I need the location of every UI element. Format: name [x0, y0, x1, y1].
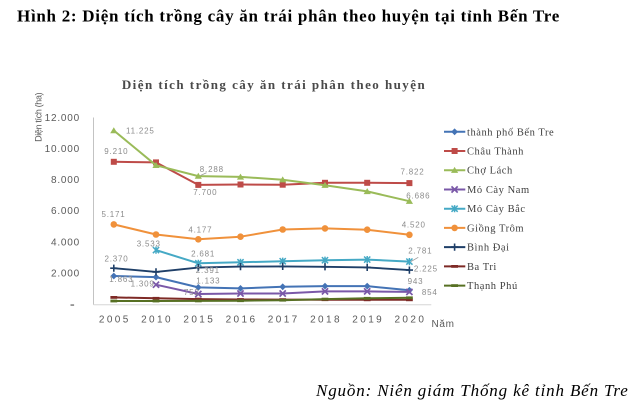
- svg-text:Mỏ Cày Nam: Mỏ Cày Nam: [467, 185, 530, 196]
- svg-text:2005: 2005: [99, 315, 131, 326]
- svg-text:Châu Thành: Châu Thành: [467, 147, 524, 158]
- svg-text:4.177: 4.177: [188, 226, 212, 235]
- svg-text:Nguồn: Niên giám Thống kê tỉnh: Nguồn: Niên giám Thống kê tỉnh Bến Tre: [315, 381, 629, 400]
- svg-text:thành phố Bến Tre: thành phố Bến Tre: [467, 127, 554, 138]
- svg-text:2.370: 2.370: [105, 255, 129, 264]
- svg-text:4.000: 4.000: [51, 237, 80, 248]
- svg-text:7.700: 7.700: [193, 188, 217, 197]
- svg-text:943: 943: [408, 277, 424, 286]
- svg-text:5.171: 5.171: [102, 210, 126, 219]
- svg-text:8.000: 8.000: [51, 175, 80, 186]
- svg-text:2.781: 2.781: [408, 247, 432, 256]
- svg-text:1.309: 1.309: [131, 280, 155, 289]
- svg-text:1.863: 1.863: [109, 275, 133, 284]
- svg-text:12.000: 12.000: [45, 113, 80, 124]
- svg-text:752: 752: [184, 288, 200, 297]
- svg-text:2018: 2018: [310, 315, 342, 326]
- svg-text:854: 854: [422, 288, 438, 297]
- svg-text:2.225: 2.225: [414, 265, 438, 274]
- svg-text:Chợ Lách: Chợ Lách: [467, 166, 513, 177]
- svg-text:2017: 2017: [268, 315, 300, 326]
- svg-text:7.822: 7.822: [401, 168, 425, 177]
- svg-text:Ba Tri: Ba Tri: [467, 262, 497, 273]
- svg-text:2016: 2016: [226, 315, 258, 326]
- svg-text:2.681: 2.681: [191, 250, 215, 259]
- svg-text:Năm: Năm: [432, 319, 455, 330]
- svg-text:Mỏ Cày Bắc: Mỏ Cày Bắc: [467, 204, 526, 215]
- svg-text:Thạnh Phú: Thạnh Phú: [467, 281, 518, 292]
- svg-text:Diện tích trồng cây ăn trái ph: Diện tích trồng cây ăn trái phân theo hu…: [122, 77, 426, 92]
- svg-text:2.000: 2.000: [51, 268, 80, 279]
- svg-text:Diện tích (ha): Diện tích (ha): [34, 92, 44, 141]
- svg-text:4.520: 4.520: [402, 221, 426, 230]
- svg-text:10.000: 10.000: [45, 144, 80, 155]
- svg-text:9.210: 9.210: [104, 147, 128, 156]
- svg-text:2019: 2019: [352, 315, 384, 326]
- svg-text:2020: 2020: [394, 315, 426, 326]
- svg-text:6.686: 6.686: [406, 191, 430, 200]
- svg-text:1.133: 1.133: [196, 276, 220, 285]
- svg-text:Bình Đại: Bình Đại: [467, 243, 510, 254]
- svg-text:2.391: 2.391: [196, 266, 220, 275]
- svg-text:3.533: 3.533: [137, 240, 161, 249]
- svg-text:11.225: 11.225: [126, 126, 155, 135]
- svg-text:6.000: 6.000: [51, 206, 80, 217]
- svg-text:2010: 2010: [141, 315, 173, 326]
- svg-text:Hình 2: Diện tích trồng cây ăn: Hình 2: Diện tích trồng cây ăn trái phân…: [17, 7, 560, 26]
- svg-text:8.288: 8.288: [200, 165, 224, 174]
- svg-text:Giồng Trôm: Giồng Trôm: [467, 223, 524, 234]
- svg-text:2015: 2015: [183, 315, 215, 326]
